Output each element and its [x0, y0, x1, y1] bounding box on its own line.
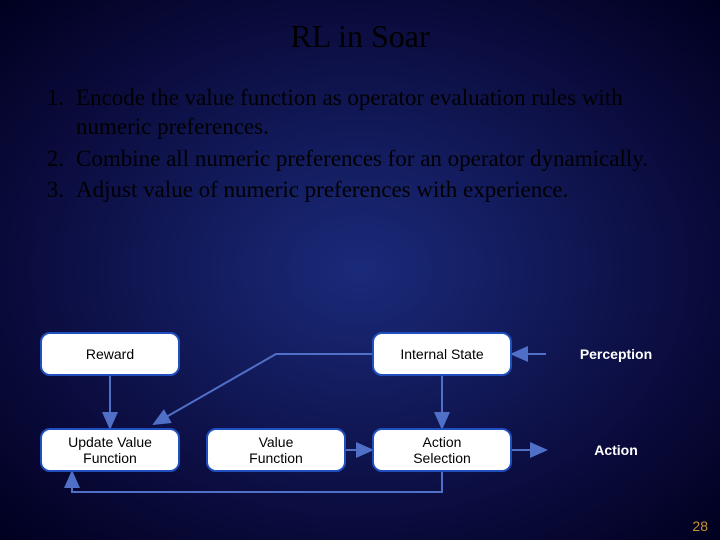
list-item: 1. Encode the value function as operator… — [40, 83, 680, 142]
list-item: 3. Adjust value of numeric preferences w… — [40, 175, 680, 204]
node-reward: Reward — [40, 332, 180, 376]
node-update-vf: Update ValueFunction — [40, 428, 180, 472]
list-item: 2. Combine all numeric preferences for a… — [40, 144, 680, 173]
numbered-list: 1. Encode the value function as operator… — [0, 55, 720, 205]
node-action: Action — [546, 428, 686, 472]
flowchart: Reward Internal State Perception Update Val… — [0, 328, 720, 528]
node-value-function: ValueFunction — [206, 428, 346, 472]
list-text: Combine all numeric preferences for an o… — [76, 144, 680, 173]
node-perception: Perception — [546, 332, 686, 376]
list-text: Adjust value of numeric preferences with… — [76, 175, 680, 204]
list-number: 1. — [40, 83, 76, 142]
node-action-selection: ActionSelection — [372, 428, 512, 472]
edge-internal-state-to-update-vf — [154, 354, 372, 424]
list-number: 2. — [40, 144, 76, 173]
page-title: RL in Soar — [0, 0, 720, 55]
page-number: 28 — [692, 518, 708, 534]
edge-action-selection-to-update-vf — [72, 472, 442, 492]
list-number: 3. — [40, 175, 76, 204]
node-internal-state: Internal State — [372, 332, 512, 376]
list-text: Encode the value function as operator ev… — [76, 83, 680, 142]
